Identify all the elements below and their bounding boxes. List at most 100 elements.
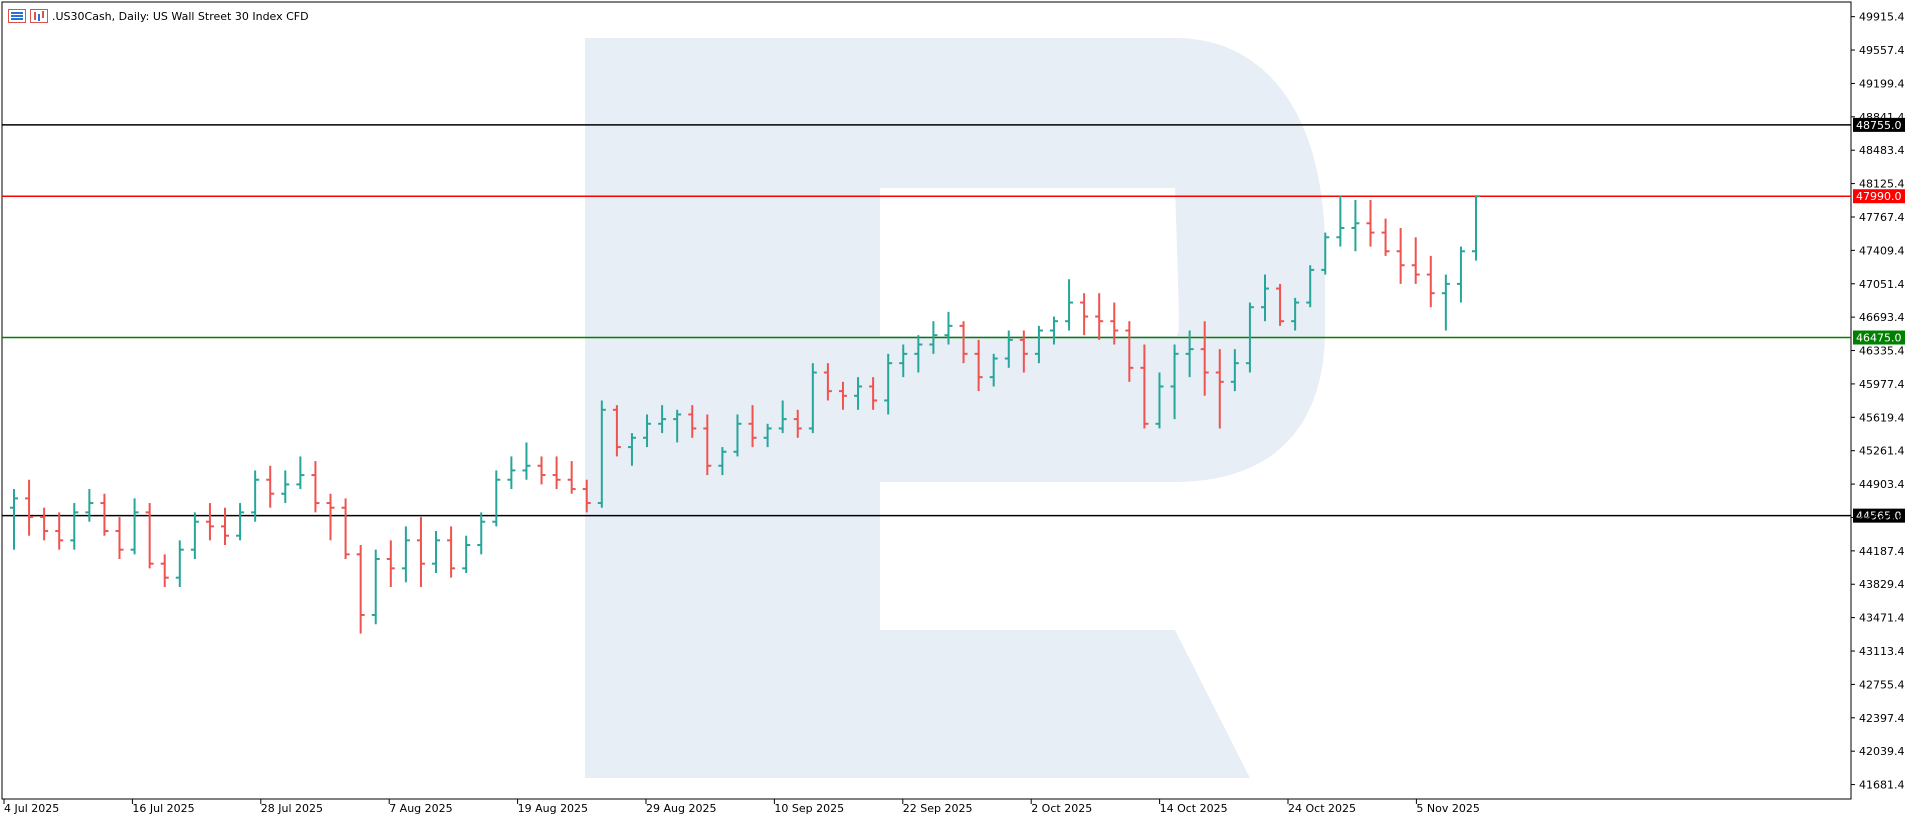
ohlc-bar: [432, 531, 441, 574]
ohlc-bar: [1260, 274, 1269, 322]
y-tick-label: 42755.4: [1859, 678, 1905, 691]
ohlc-bar: [612, 405, 621, 457]
ohlc-bar: [1366, 199, 1375, 247]
level-label: 46475.0: [1856, 332, 1902, 345]
ohlc-bar: [808, 363, 817, 434]
ohlc-bar: [884, 353, 893, 415]
ohlc-bar: [356, 545, 365, 634]
ohlc-bar: [854, 377, 863, 410]
ohlc-bar: [627, 433, 636, 466]
ohlc-bar: [929, 321, 938, 354]
ohlc-bar: [401, 526, 410, 583]
chart-list-icon[interactable]: [8, 9, 26, 23]
level-tag: [1853, 508, 1905, 523]
ohlc-bar: [944, 311, 953, 345]
ohlc-bar: [1155, 372, 1164, 429]
ohlc-bar: [10, 489, 18, 550]
y-tick-label: 43471.4: [1859, 612, 1905, 625]
ohlc-bar: [1456, 246, 1465, 303]
level-label: 44565.0: [1856, 510, 1902, 523]
x-tick-label: 22 Sep 2025: [903, 802, 973, 815]
x-tick-label: 24 Oct 2025: [1288, 802, 1356, 815]
ohlc-bar: [266, 465, 275, 508]
ohlc-bar: [733, 414, 742, 457]
level-label: 47990.0: [1856, 190, 1902, 203]
levels-layer: 48755.0 47990.0 46475.0 44565.0: [2, 117, 1905, 523]
ohlc-bar: [311, 461, 320, 513]
y-tick-label: 49915.4: [1859, 11, 1905, 24]
ohlc-bar: [145, 503, 154, 569]
ohlc-bar: [658, 405, 667, 434]
ohlc-bar: [251, 470, 260, 522]
x-tick-label: 10 Sep 2025: [774, 802, 844, 815]
y-tick-label: 48483.4: [1859, 144, 1905, 157]
ohlc-bar: [1095, 293, 1104, 340]
y-tick-label: 48841.4: [1859, 111, 1905, 124]
x-tick-label: 19 Aug 2025: [518, 802, 588, 815]
ohlc-bar: [582, 479, 591, 513]
ohlc-bar: [1291, 297, 1300, 331]
x-tick-label: 2 Oct 2025: [1031, 802, 1092, 815]
ohlc-bar: [567, 461, 576, 494]
ohlc-bar: [914, 335, 923, 373]
bar-chart-icon[interactable]: [30, 9, 48, 23]
ohlc-bar: [1200, 321, 1209, 396]
y-tick-label: 45977.4: [1859, 378, 1905, 391]
ohlc-bar: [673, 409, 682, 443]
ohlc-bar: [1125, 321, 1134, 382]
ohlc-bar: [959, 321, 968, 364]
y-tick-label: 46335.4: [1859, 345, 1905, 358]
ohlc-bar: [688, 405, 697, 438]
ohlc-bar: [597, 400, 606, 508]
ohlc-bar: [748, 405, 757, 448]
y-tick-label: 47409.4: [1859, 244, 1905, 257]
ohlc-bar: [160, 554, 169, 587]
ohlc-bar: [1034, 325, 1043, 364]
ohlc-bar: [778, 400, 787, 434]
ohlc-bar: [1065, 279, 1074, 331]
ohlc-bar: [130, 498, 139, 555]
y-tick-label: 44903.4: [1859, 478, 1905, 491]
y-tick-label: 44545.4: [1859, 511, 1905, 524]
ohlc-bar: [1080, 293, 1089, 336]
ohlc-bar: [1140, 344, 1149, 429]
y-tick-label: 43113.4: [1859, 645, 1905, 658]
ohlc-bar: [1230, 349, 1239, 392]
y-axis: 49915.4 49557.4 49199.4 48841.4 48483.4 48125…: [1851, 11, 1905, 792]
y-tick-label: 42397.4: [1859, 712, 1905, 725]
chart-title-bar: .US30Cash, Daily: US Wall Street 30 Inde…: [8, 9, 309, 23]
ohlc-bar: [40, 507, 49, 541]
ohlc-bar: [1472, 195, 1480, 261]
ohlc-bar: [1170, 344, 1179, 420]
ohlc-bar: [341, 498, 350, 560]
y-tick-label: 44187.4: [1859, 545, 1905, 558]
watermark-logo-icon: [585, 38, 1325, 778]
ohlc-bar: [507, 456, 516, 490]
y-tick-label: 45619.4: [1859, 411, 1905, 424]
ohlc-bar: [296, 456, 305, 490]
ohlc-bar: [1276, 283, 1285, 326]
ohlc-bar: [1019, 330, 1028, 373]
ohlc-bar: [25, 479, 34, 536]
x-tick-label: 28 Jul 2025: [261, 802, 323, 815]
ohlc-bar: [70, 503, 79, 550]
ohlc-bar: [175, 540, 184, 587]
ohlc-bar: [1381, 218, 1390, 256]
y-tick-label: 46693.4: [1859, 311, 1905, 324]
ohlc-bar: [85, 489, 94, 522]
ohlc-bar: [115, 517, 124, 560]
ohlc-bar: [989, 353, 998, 387]
ohlc-bar: [190, 512, 199, 560]
ohlc-bar: [1306, 265, 1315, 308]
ohlc-bar: [221, 507, 230, 546]
x-tick-label: 14 Oct 2025: [1160, 802, 1228, 815]
ohlc-bar: [1049, 316, 1058, 345]
ohlc-bar: [1004, 330, 1013, 368]
ohlc-bar: [823, 363, 832, 401]
candles-layer: [10, 195, 1480, 634]
ohlc-bar: [522, 442, 531, 480]
y-tick-label: 47051.4: [1859, 278, 1905, 291]
ohlc-bar: [974, 339, 983, 392]
